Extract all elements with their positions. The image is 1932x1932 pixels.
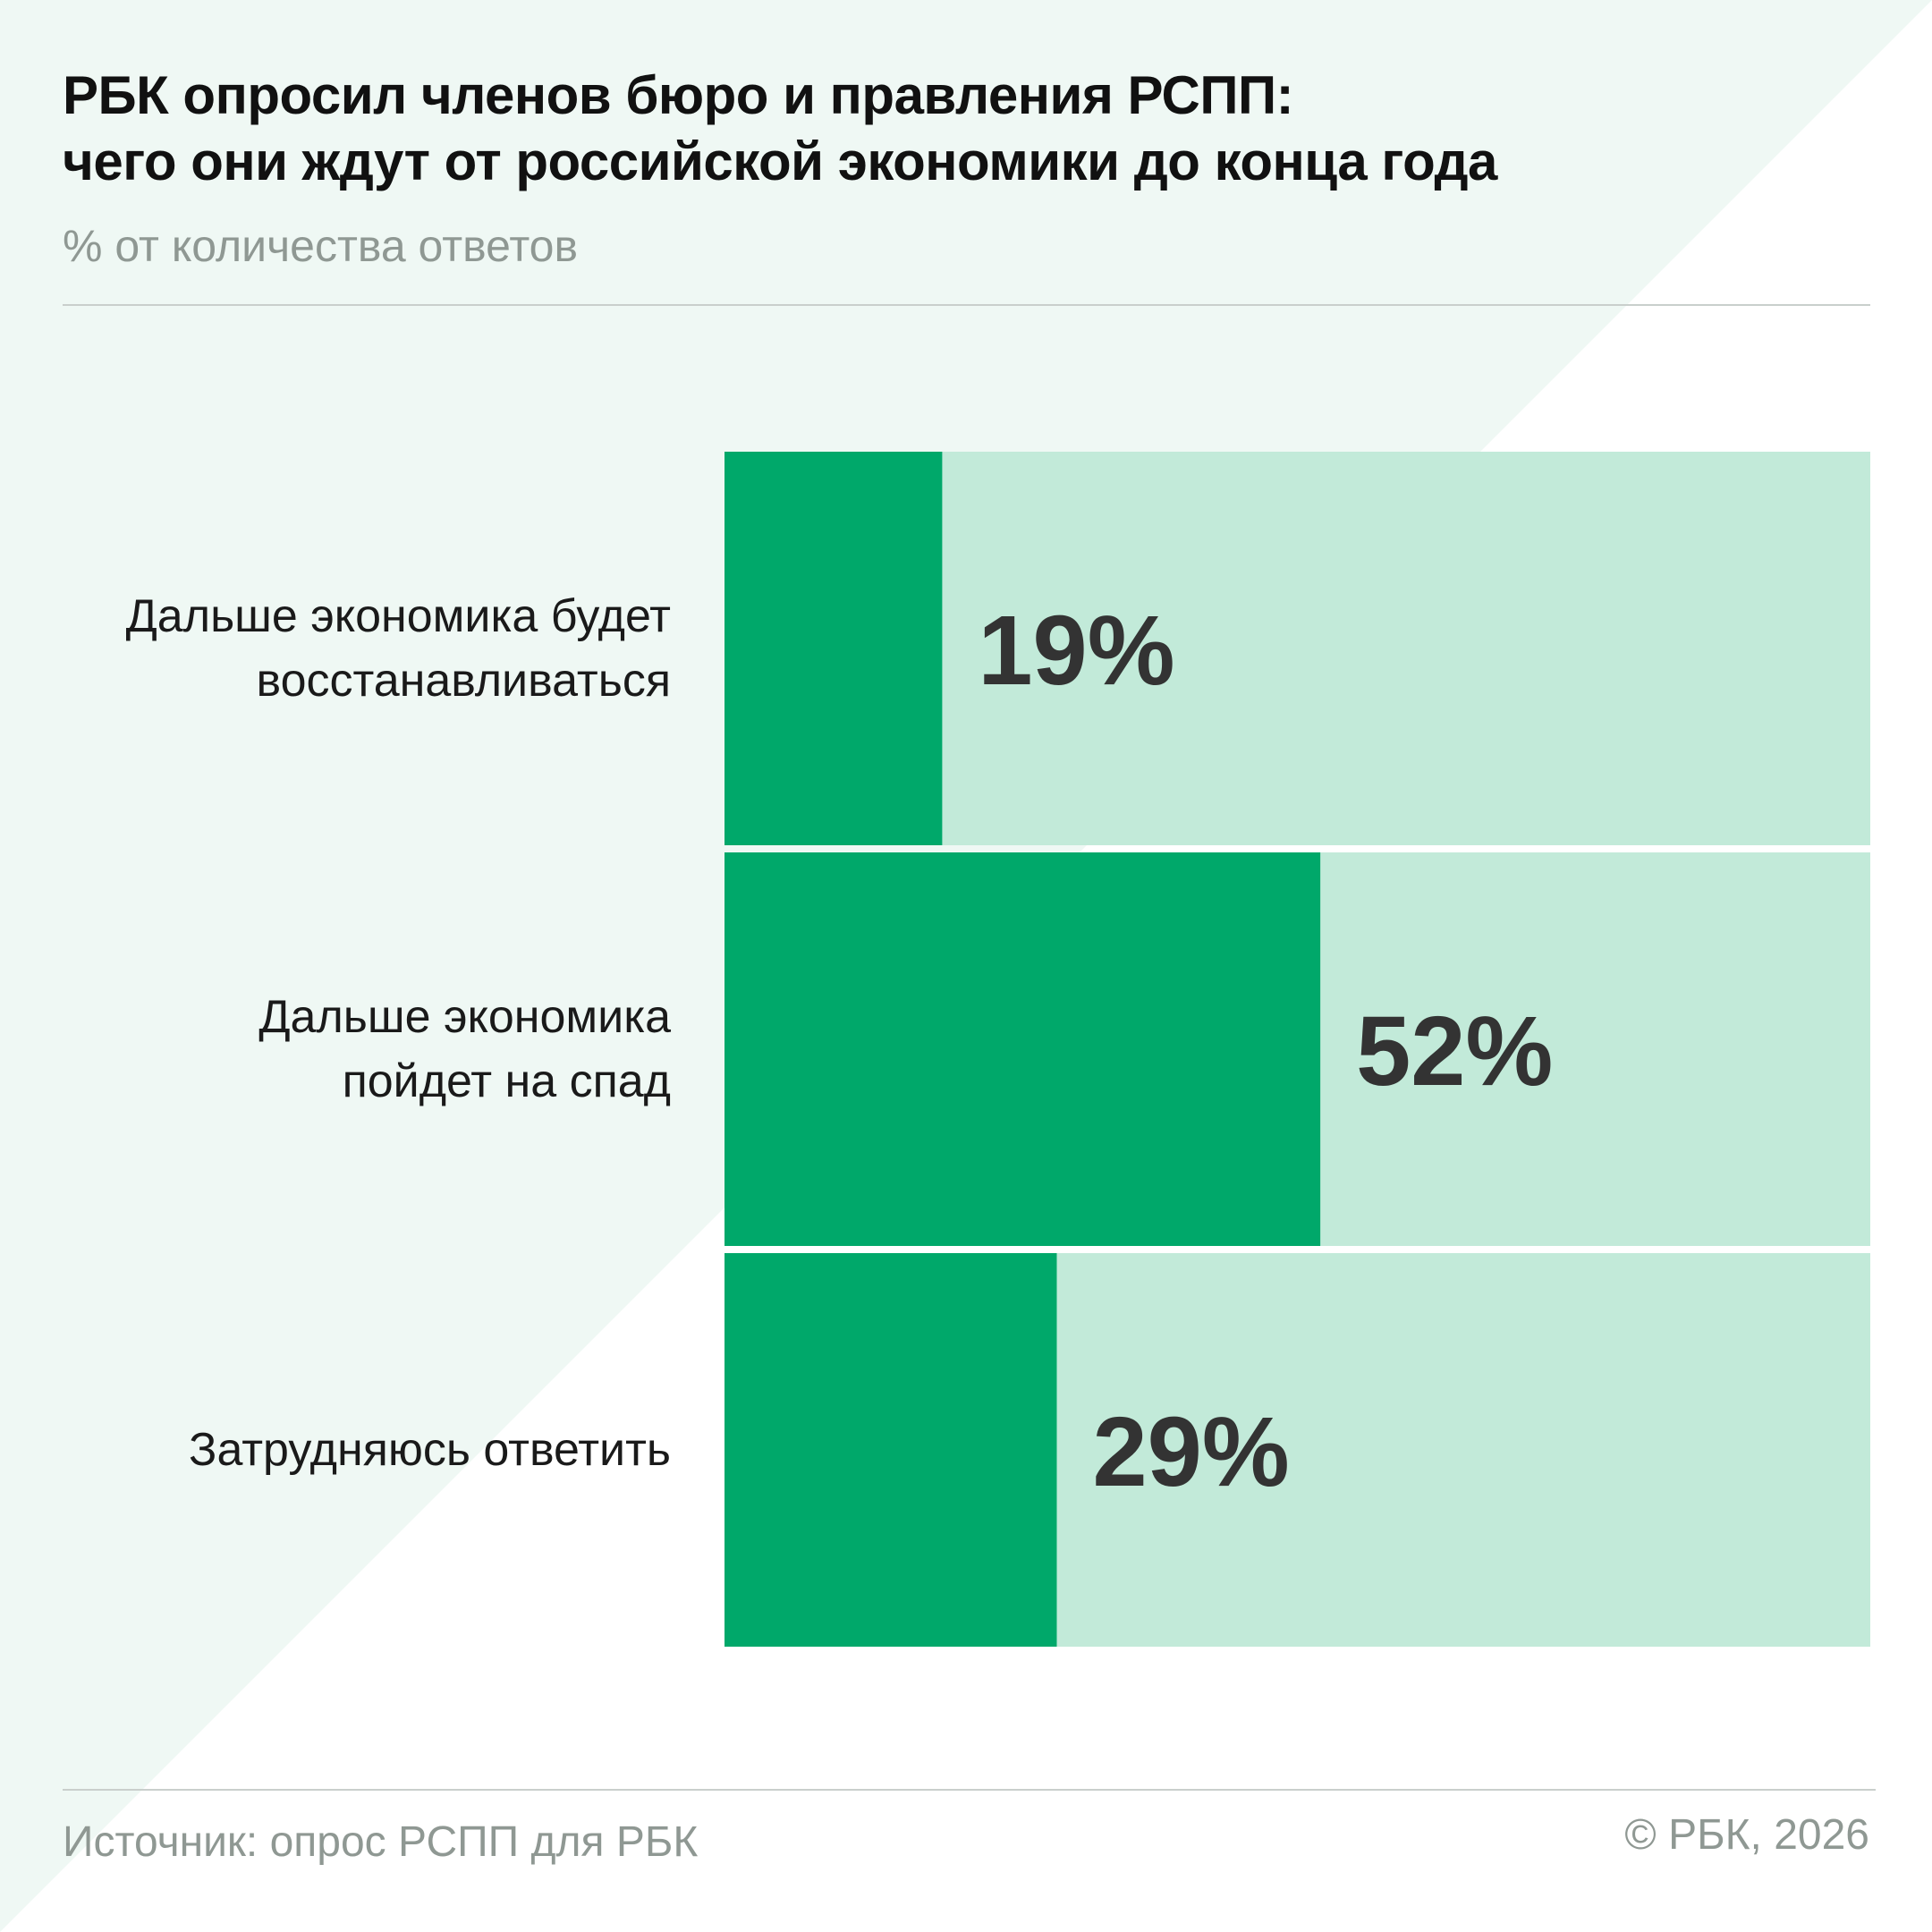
category-label: Затрудняюсь ответить bbox=[189, 1424, 671, 1476]
footer-divider bbox=[63, 1789, 1876, 1791]
source-note: Источник: опрос РСПП для РБК bbox=[63, 1818, 699, 1866]
bar-value-label: 19% bbox=[978, 596, 1174, 706]
bar bbox=[724, 1253, 1057, 1647]
category-label: Дальше экономика пойдет на спад bbox=[258, 991, 671, 1107]
category-label-line: Затрудняюсь ответить bbox=[189, 1424, 671, 1476]
copyright-note: © РБК, 2026 bbox=[1624, 1811, 1869, 1859]
bar-value-label: 29% bbox=[1092, 1397, 1289, 1507]
category-label-line: Дальше экономика bbox=[258, 991, 671, 1043]
chart-subtitle: % от количества ответов bbox=[63, 221, 579, 271]
bar bbox=[724, 852, 1321, 1246]
category-label: Дальше экономика будет восстанавливаться bbox=[126, 590, 671, 707]
category-label-line: Дальше экономика будет bbox=[126, 590, 671, 642]
chart-title: РБК опросил членов бюро и правления РСПП… bbox=[63, 63, 1869, 195]
chart-title-line-2: чего они ждут от российской экономики до… bbox=[63, 131, 1497, 191]
category-label-line: пойдет на спад bbox=[343, 1055, 671, 1107]
bar bbox=[724, 452, 943, 845]
chart-title-line-1: РБК опросил членов бюро и правления РСПП… bbox=[63, 65, 1294, 125]
header-divider bbox=[63, 304, 1870, 306]
bar-value-label: 52% bbox=[1356, 996, 1553, 1106]
category-label-line: восстанавливаться bbox=[257, 655, 671, 707]
